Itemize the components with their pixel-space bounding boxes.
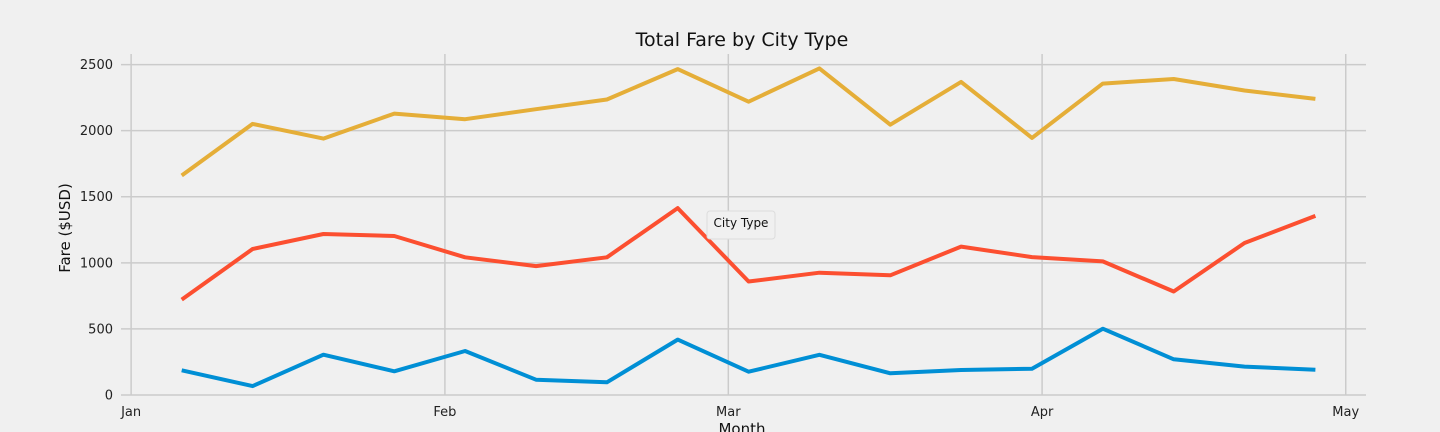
y-tick-label: 2000 <box>80 124 113 139</box>
y-axis-label: Fare ($USD) <box>56 183 74 273</box>
y-tick-label: 1500 <box>80 190 113 205</box>
y-tick-label: 500 <box>88 322 113 337</box>
series-layer <box>180 66 1317 389</box>
x-tick-label: Apr <box>1031 405 1054 420</box>
x-tick-label: Mar <box>716 405 741 420</box>
series-line-2 <box>180 206 1317 302</box>
x-tick-label: Jan <box>120 405 141 420</box>
legend-title: City Type <box>714 216 769 230</box>
legend: City Type <box>706 210 776 240</box>
series-line-1 <box>181 326 1316 389</box>
series-line-3 <box>180 66 1316 178</box>
x-axis-label: Month <box>718 420 765 432</box>
x-tick-label: May <box>1332 405 1359 420</box>
grid <box>121 54 1366 396</box>
y-tick-label: 2500 <box>80 58 113 73</box>
x-tick-label: Feb <box>433 405 456 420</box>
y-tick-label: 1000 <box>80 256 113 271</box>
chart-title: Total Fare by City Type <box>635 29 849 51</box>
y-tick-label: 0 <box>105 389 113 404</box>
tick-labels: 0 500 1000 1500 2000 2500 Jan Feb Mar Apr May <box>80 58 1360 420</box>
legend-frame <box>706 210 776 240</box>
